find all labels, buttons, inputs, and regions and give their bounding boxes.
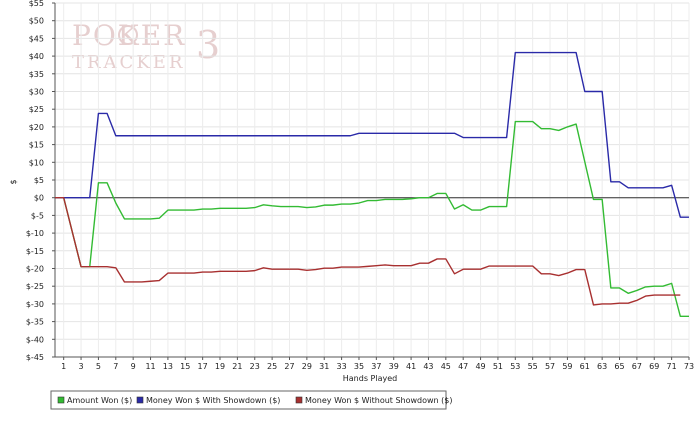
- y-tick-label: $-15: [26, 247, 44, 256]
- x-tick-label: 61: [580, 362, 590, 371]
- x-tick-label: 21: [232, 362, 242, 371]
- x-tick-label: 65: [614, 362, 624, 371]
- x-tick-label: 49: [475, 362, 485, 371]
- y-tick-label: $-10: [26, 229, 44, 238]
- y-tick-label: $40: [29, 52, 44, 61]
- series-line-2: [55, 51, 689, 218]
- legend-box: [50, 390, 447, 410]
- series-lines: [55, 51, 689, 317]
- y-tick-label: $30: [29, 88, 44, 97]
- y-tick-label: $-35: [26, 318, 44, 327]
- x-tick-label: 45: [441, 362, 451, 371]
- x-tick-label: 25: [267, 362, 277, 371]
- x-tick-label: 37: [371, 362, 381, 371]
- x-tick-label: 27: [284, 362, 294, 371]
- watermark-digit: 3: [196, 23, 220, 67]
- x-tick-label: 3: [79, 362, 84, 371]
- series-line-3: [55, 196, 681, 306]
- x-tick-label: 33: [337, 362, 347, 371]
- legend-swatch-2: [136, 396, 144, 404]
- x-tick-label: 17: [198, 362, 208, 371]
- x-tick-label: 53: [510, 362, 520, 371]
- x-tick-label: 23: [250, 362, 260, 371]
- x-tick-label: 43: [423, 362, 433, 371]
- x-tick-label: 1: [61, 362, 66, 371]
- legend-swatch-3: [295, 396, 303, 404]
- y-tick-label: $-30: [26, 300, 44, 309]
- x-tick-label: 55: [528, 362, 538, 371]
- y-tick-label: $45: [29, 34, 44, 43]
- x-tick-label: 71: [667, 362, 677, 371]
- y-tick-label: $-25: [26, 282, 44, 291]
- y-axis-title: $: [9, 179, 18, 184]
- y-tick-label: $35: [29, 70, 44, 79]
- x-tick-label: 31: [319, 362, 329, 371]
- x-tick-label: 59: [562, 362, 572, 371]
- x-tick-label: 11: [145, 362, 155, 371]
- y-tick-label: $20: [29, 123, 44, 132]
- y-tick-label: $15: [29, 141, 44, 150]
- watermark-text-poker: POKER: [72, 19, 186, 52]
- x-tick-label: 73: [684, 362, 694, 371]
- y-axis-tick-labels: $-45 $-40 $-35 $-30 $-25 $-20 $-15 $-10 $-5 $0 $5 $…: [26, 0, 55, 362]
- legend-label-2: Money Won $ With Showdown ($): [146, 396, 280, 405]
- x-tick-label: 5: [96, 362, 101, 371]
- x-tick-label: 41: [406, 362, 416, 371]
- series-line-1: [55, 120, 689, 317]
- x-tick-label: 67: [632, 362, 642, 371]
- y-tick-label: $5: [34, 176, 44, 185]
- y-tick-label: $25: [29, 105, 44, 114]
- pokertracker-watermark-logo: POKER 3 TRACKER: [72, 19, 220, 73]
- y-tick-label: $-40: [26, 335, 44, 344]
- y-tick-label: $0: [34, 194, 44, 203]
- y-tick-label: $-5: [31, 211, 44, 220]
- x-tick-label: 57: [545, 362, 555, 371]
- y-tick-label: $55: [29, 0, 44, 8]
- x-tick-label: 39: [389, 362, 399, 371]
- x-tick-label: 47: [458, 362, 468, 371]
- watermark-chip-icon: [118, 25, 138, 45]
- x-tick-label: 29: [302, 362, 312, 371]
- x-tick-label: 63: [597, 362, 607, 371]
- x-tick-label: 15: [180, 362, 190, 371]
- x-tick-label: 51: [493, 362, 503, 371]
- x-axis-title: Hands Played: [343, 374, 397, 383]
- y-tick-label: $-20: [26, 265, 44, 274]
- x-tick-label: 69: [649, 362, 659, 371]
- x-tick-label: 7: [113, 362, 118, 371]
- legend-swatch-1: [57, 396, 65, 404]
- x-axis-tick-labels: 1 3 5 7 9 11 13 15 17 19 21 23 25 27 29 31 33 35 37 39 41 43 4…: [61, 357, 694, 371]
- y-tick-label: $50: [29, 17, 44, 26]
- chart-legend: Amount Won ($) Money Won $ With Showdown …: [50, 390, 453, 410]
- x-tick-label: 35: [354, 362, 364, 371]
- x-tick-label: 13: [163, 362, 173, 371]
- legend-label-3: Money Won $ Without Showdown ($): [305, 396, 453, 405]
- y-tick-label: $-45: [26, 353, 44, 362]
- y-tick-label: $10: [29, 158, 44, 167]
- x-tick-label: 9: [131, 362, 136, 371]
- legend-label-1: Amount Won ($): [67, 396, 132, 405]
- watermark-text-tracker: TRACKER: [72, 52, 185, 73]
- x-tick-label: 19: [215, 362, 225, 371]
